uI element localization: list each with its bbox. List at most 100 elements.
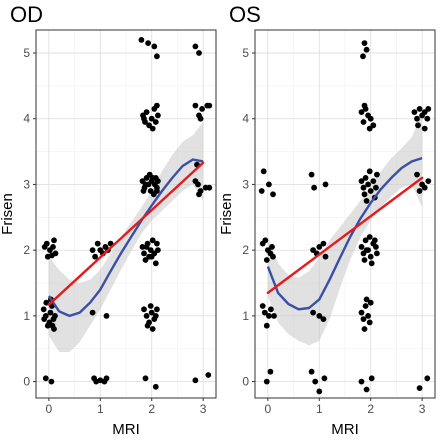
data-point bbox=[425, 106, 432, 112]
data-point bbox=[361, 40, 368, 46]
data-point bbox=[205, 372, 212, 378]
data-point bbox=[141, 115, 147, 122]
y-tick-label: 1 bbox=[242, 309, 249, 323]
data-point bbox=[138, 37, 145, 43]
data-point bbox=[269, 244, 275, 250]
data-point bbox=[366, 319, 373, 326]
data-point bbox=[139, 244, 146, 250]
data-point bbox=[89, 309, 96, 316]
data-point bbox=[361, 257, 368, 263]
data-point bbox=[258, 188, 265, 194]
data-point bbox=[322, 253, 329, 260]
x-tick-label: 1 bbox=[97, 402, 104, 416]
data-point bbox=[416, 385, 423, 391]
plot-frame bbox=[35, 29, 217, 399]
x-tick-label: 0 bbox=[265, 402, 272, 416]
linear-fit-line bbox=[266, 176, 424, 295]
y-tick-label: 5 bbox=[23, 46, 30, 60]
data-point bbox=[142, 375, 149, 382]
data-point bbox=[148, 253, 155, 260]
data-point bbox=[148, 309, 155, 316]
data-point bbox=[363, 46, 370, 53]
data-point bbox=[320, 316, 327, 322]
data-point bbox=[263, 257, 270, 263]
x-tick-label: 1 bbox=[316, 402, 323, 416]
data-point bbox=[141, 250, 147, 257]
data-point bbox=[358, 244, 365, 250]
data-point bbox=[266, 313, 272, 319]
data-point bbox=[416, 106, 423, 112]
data-point bbox=[361, 102, 368, 109]
data-point bbox=[424, 375, 431, 382]
data-point bbox=[192, 102, 199, 109]
data-point bbox=[367, 188, 374, 194]
data-point bbox=[152, 313, 159, 319]
data-point bbox=[363, 296, 370, 303]
data-point bbox=[143, 109, 150, 115]
data-point bbox=[368, 260, 375, 267]
data-point bbox=[152, 119, 159, 125]
data-point bbox=[362, 237, 369, 244]
data-point bbox=[365, 181, 371, 188]
data-point bbox=[49, 322, 56, 329]
data-point bbox=[362, 175, 369, 181]
panel-title: OS bbox=[229, 2, 261, 27]
y-tick-label: 4 bbox=[23, 112, 30, 126]
data-point bbox=[192, 377, 199, 384]
data-point bbox=[103, 313, 110, 319]
data-point bbox=[149, 326, 156, 332]
x-axis-title: MRI bbox=[331, 421, 359, 438]
data-point bbox=[154, 306, 160, 313]
data-point bbox=[360, 53, 366, 60]
data-point bbox=[321, 375, 328, 382]
data-point bbox=[47, 309, 54, 316]
data-point bbox=[362, 303, 369, 309]
data-point bbox=[411, 109, 418, 115]
data-point bbox=[43, 299, 50, 306]
data-point bbox=[145, 40, 152, 46]
data-point bbox=[103, 375, 110, 382]
data-point bbox=[270, 191, 276, 198]
data-point bbox=[48, 378, 55, 385]
confidence-band bbox=[267, 112, 423, 346]
data-point bbox=[308, 368, 315, 375]
data-point bbox=[151, 43, 158, 50]
data-point bbox=[416, 188, 423, 194]
y-tick-label: 2 bbox=[242, 243, 249, 257]
data-point bbox=[371, 237, 378, 244]
data-point bbox=[363, 247, 370, 254]
smooth-fit-line bbox=[47, 158, 204, 318]
data-point bbox=[366, 125, 373, 132]
data-point bbox=[271, 313, 277, 319]
data-point bbox=[196, 50, 202, 56]
data-point bbox=[270, 253, 276, 260]
data-point bbox=[367, 115, 374, 122]
x-tick-label: 0 bbox=[46, 402, 53, 416]
panel-title: OD bbox=[10, 2, 43, 27]
data-point bbox=[424, 115, 431, 122]
data-point bbox=[363, 198, 370, 204]
data-point bbox=[197, 115, 204, 122]
data-point bbox=[148, 115, 155, 122]
data-point bbox=[263, 378, 270, 385]
data-point bbox=[374, 250, 380, 257]
data-point bbox=[421, 125, 428, 132]
data-point bbox=[414, 115, 420, 122]
data-point bbox=[89, 247, 96, 254]
data-point bbox=[414, 171, 420, 178]
data-point bbox=[154, 102, 160, 109]
data-point bbox=[358, 109, 365, 115]
smooth-fit-line bbox=[266, 156, 423, 311]
data-point bbox=[149, 125, 156, 132]
data-point bbox=[368, 375, 375, 382]
data-point bbox=[155, 112, 161, 119]
data-point bbox=[316, 244, 323, 250]
data-point bbox=[260, 168, 267, 175]
x-tick-label: 3 bbox=[200, 402, 207, 416]
panel-os: OS 0 1 2 3 0 1 2 3 4 5 MRI Frisen bbox=[218, 2, 436, 438]
data-point bbox=[366, 168, 373, 175]
data-point bbox=[373, 244, 379, 250]
data-point bbox=[196, 191, 202, 198]
data-point bbox=[154, 53, 160, 60]
data-point bbox=[40, 306, 47, 313]
